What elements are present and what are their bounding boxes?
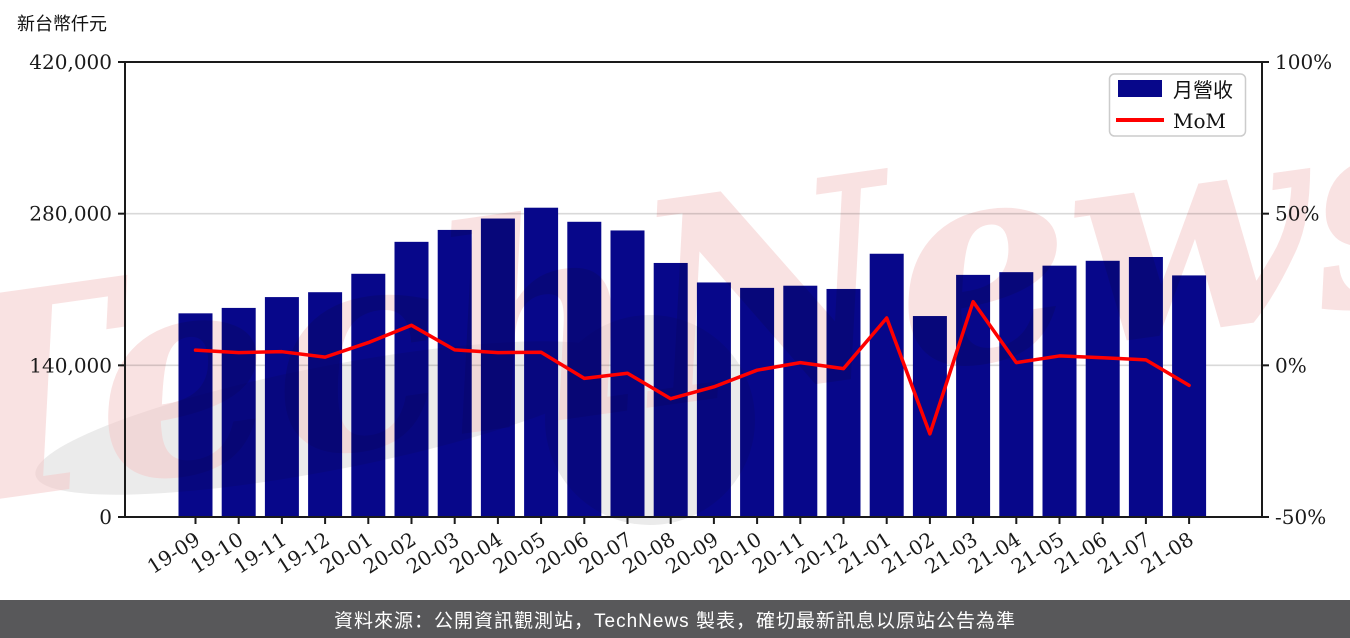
revenue-bar [1085, 260, 1120, 517]
legend-bar-swatch [1118, 80, 1162, 97]
left-axis-tick-label: 420,000 [29, 50, 112, 74]
revenue-bar [999, 272, 1034, 517]
revenue-mom-chart: TechNews0140,000280,000420,000-50%0%50%1… [0, 32, 1350, 579]
legend-label-revenue: 月營收 [1173, 78, 1233, 102]
revenue-bar [1042, 265, 1077, 517]
watermark-swoosh [35, 341, 625, 495]
source-footer-text: 資料來源：公開資訊觀測站，TechNews 製表，確切最新訊息以原站公告為準 [334, 610, 1016, 632]
y-axis-unit-label: 新台幣仟元 [17, 14, 107, 35]
left-axis-tick-label: 280,000 [29, 202, 112, 226]
legend: 月營收 MoM [1108, 73, 1247, 137]
right-axis-tick-label: 0% [1275, 353, 1307, 377]
right-axis-tick-label: 50% [1275, 202, 1319, 226]
source-footer: 資料來源：公開資訊觀測站，TechNews 製表，確切最新訊息以原站公告為準 [0, 600, 1350, 638]
right-axis-tick-label: -50% [1275, 505, 1326, 529]
left-axis-tick-label: 140,000 [29, 353, 112, 377]
legend-label-mom: MoM [1173, 109, 1226, 133]
revenue-bar [783, 285, 818, 517]
revenue-bar [1128, 257, 1163, 517]
plot-border [124, 61, 1263, 518]
revenue-bar [912, 316, 947, 517]
watermark-blob [545, 315, 755, 525]
revenue-bar [1172, 275, 1207, 517]
mom-line [193, 299, 1191, 436]
left-axis-tick-label: 0 [99, 505, 112, 529]
revenue-bar [826, 288, 861, 517]
revenue-bar [869, 253, 904, 517]
right-axis-tick-label: 100% [1275, 50, 1332, 74]
